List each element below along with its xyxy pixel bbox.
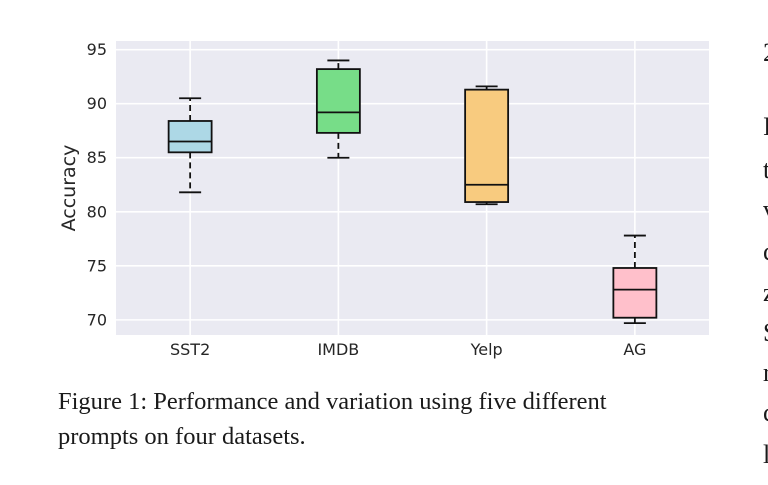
side-fragment: v bbox=[763, 195, 768, 225]
iqr-box bbox=[612, 267, 658, 319]
side-fragment: l bbox=[763, 440, 768, 469]
caption-line-1: Figure 1: Performance and variation usin… bbox=[58, 388, 607, 415]
plot-background bbox=[116, 41, 709, 335]
box-sst2 bbox=[167, 97, 213, 194]
y-axis-label: Accuracy bbox=[58, 145, 80, 232]
box-series bbox=[167, 59, 658, 325]
x-axis-ticks: SST2 IMDB Yelp AG bbox=[170, 340, 646, 359]
y-tick-label: 95 bbox=[87, 40, 107, 59]
y-tick-label: 70 bbox=[87, 310, 107, 329]
iqr-box bbox=[315, 68, 361, 134]
x-tick-label: AG bbox=[623, 340, 646, 359]
side-fragment: c bbox=[763, 398, 768, 428]
x-tick-label: SST2 bbox=[170, 340, 210, 359]
y-tick-label: 90 bbox=[87, 94, 107, 113]
iqr-box bbox=[167, 120, 213, 154]
y-tick-label: 85 bbox=[87, 148, 107, 167]
side-fragment: r bbox=[763, 358, 768, 387]
side-fragment: z bbox=[763, 278, 768, 308]
box-plot-chart: 70 75 80 85 90 95 SST2 IMDB Yelp AG Accuracy bbox=[58, 40, 709, 359]
figure-caption: Figure 1: Performance and variation usin… bbox=[58, 384, 738, 454]
side-fragment: S bbox=[763, 318, 768, 348]
y-axis-ticks: 70 75 80 85 90 95 bbox=[87, 40, 107, 329]
x-tick-label: Yelp bbox=[470, 340, 503, 359]
y-tick-label: 80 bbox=[87, 202, 107, 221]
side-fragment: 2 bbox=[763, 38, 768, 68]
box-imdb bbox=[315, 59, 361, 159]
y-tick-label: 75 bbox=[87, 256, 107, 275]
box-ag bbox=[612, 234, 658, 325]
x-tick-label: IMDB bbox=[317, 340, 359, 359]
side-fragment: t bbox=[763, 155, 768, 184]
iqr-box bbox=[464, 88, 510, 203]
side-fragment: c bbox=[763, 237, 768, 267]
caption-line-2: prompts on four datasets. bbox=[58, 423, 306, 450]
box-yelp bbox=[464, 85, 510, 206]
side-fragment: I bbox=[763, 112, 768, 141]
